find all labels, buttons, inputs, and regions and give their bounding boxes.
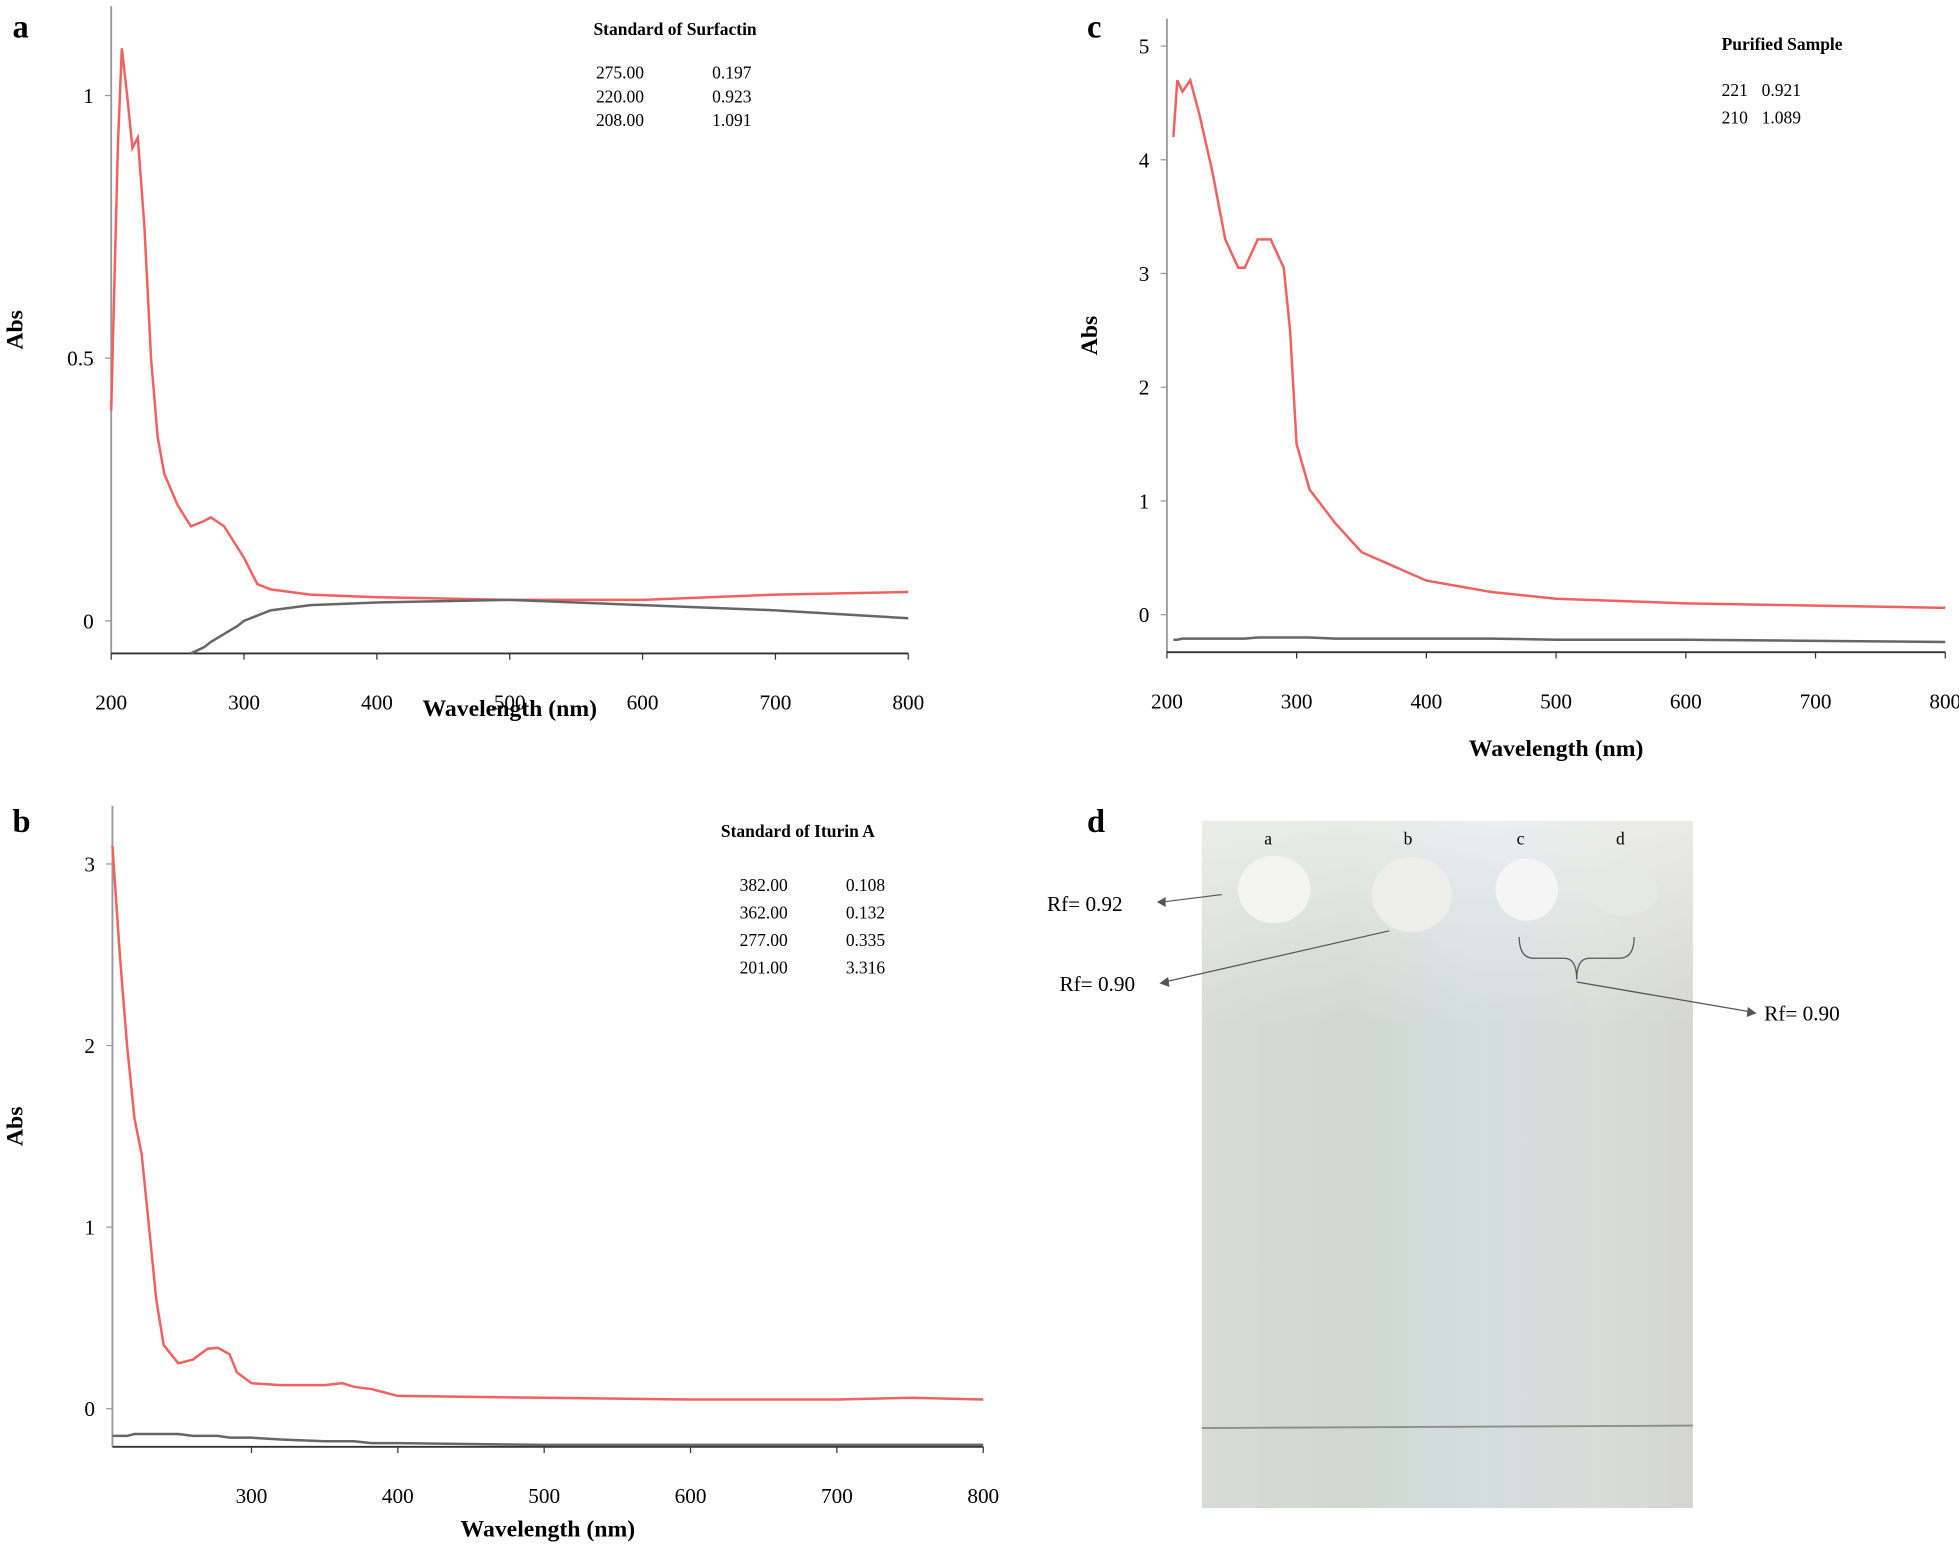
annotation-title: Standard of Surfactin xyxy=(593,19,756,39)
rf-label: Rf= 0.90 xyxy=(1059,972,1135,996)
y-tick-label: 4 xyxy=(1139,148,1150,172)
rf-label: Rf= 0.90 xyxy=(1764,1002,1840,1026)
x-tick-label: 700 xyxy=(821,1484,853,1508)
y-axis-label: Abs xyxy=(2,310,28,350)
data-line xyxy=(112,1432,984,1447)
annotation-cell: 220.00 xyxy=(596,86,644,106)
annotation-cell: 0.197 xyxy=(712,63,752,83)
y-axis-label: Abs xyxy=(2,1107,28,1147)
y-tick-label: 0 xyxy=(1139,603,1150,627)
y-tick-label: 3 xyxy=(1139,262,1150,286)
x-tick-label: 200 xyxy=(95,691,127,715)
x-tick-label: 400 xyxy=(1410,689,1442,713)
tlc-photo: d a b c d Rf= 0.92 Rf= 0.90 Rf= 0.90 xyxy=(1047,804,1840,1509)
x-tick-label: 600 xyxy=(675,1484,707,1508)
x-tick-label: 700 xyxy=(760,691,792,715)
annotation-cell: 382.00 xyxy=(740,875,788,895)
annotation-cell: 3.316 xyxy=(846,957,886,977)
x-tick-label: 500 xyxy=(494,691,526,715)
arrowhead xyxy=(1156,897,1166,908)
annotation-cell: 221 xyxy=(1722,80,1748,100)
data-line xyxy=(109,48,909,602)
y-tick-label: 1 xyxy=(84,1216,95,1240)
chart: c 0 1 2 3 4 5 200 300 400 500 600 700 800 Wavelength (… xyxy=(1077,10,1959,762)
x-tick-label: 600 xyxy=(1670,689,1702,713)
spot xyxy=(1371,857,1452,933)
y-tick-label: 3 xyxy=(84,852,95,876)
plate-shade xyxy=(1201,820,1693,1509)
x-tick-label: 800 xyxy=(967,1484,999,1508)
panel-label: d xyxy=(1087,804,1105,840)
y-tick-label: 1 xyxy=(1139,489,1150,513)
y-tick-label: 2 xyxy=(1139,376,1150,400)
x-tick-label: 400 xyxy=(382,1484,414,1508)
y-tick-label: 0 xyxy=(84,1397,95,1421)
lane-label: a xyxy=(1264,829,1272,849)
y-tick-label: 0.5 xyxy=(67,347,94,371)
x-axis-label: Wavelength (nm) xyxy=(1469,736,1644,762)
x-tick-label: 300 xyxy=(1281,689,1313,713)
annotation-cell: 210 xyxy=(1722,108,1748,128)
x-tick-label: 300 xyxy=(236,1484,268,1508)
lane-label: d xyxy=(1616,829,1625,849)
annotation-cell: 201.00 xyxy=(740,957,788,977)
annotation-cell: 208.00 xyxy=(596,110,644,130)
arrow xyxy=(1161,893,1222,903)
annotation-cell: 0.335 xyxy=(846,930,886,950)
lane-label: c xyxy=(1517,829,1525,849)
x-axis-label: Wavelength (nm) xyxy=(461,1517,636,1543)
arrow xyxy=(1164,930,1390,983)
x-tick-label: 600 xyxy=(627,691,659,715)
x-tick-label: 300 xyxy=(228,691,260,715)
annotation-cell: 0.132 xyxy=(846,902,885,922)
y-axis-label: Abs xyxy=(1077,316,1103,356)
panel-label: c xyxy=(1087,10,1101,46)
chart: b 0 1 2 3 300 400 500 600 700 800 Wavelength (nm) Ab… xyxy=(2,804,999,1543)
spot xyxy=(1495,858,1558,921)
x-tick-label: 800 xyxy=(1929,689,1959,713)
x-tick-label: 700 xyxy=(1800,689,1832,713)
y-tick-label: 5 xyxy=(1139,35,1150,59)
annotation-cell: 275.00 xyxy=(596,63,644,83)
arrow xyxy=(1576,981,1752,1013)
x-tick-label: 500 xyxy=(528,1484,560,1508)
annotation-title: Purified Sample xyxy=(1722,34,1843,54)
x-tick-label: 800 xyxy=(892,691,924,715)
annotation-title: Standard of Iturin A xyxy=(721,821,875,841)
data-line xyxy=(111,845,984,1401)
x-tick-label: 400 xyxy=(361,691,393,715)
annotation-cell: 0.921 xyxy=(1762,80,1801,100)
arrowhead xyxy=(1159,977,1170,988)
panel-label: b xyxy=(12,804,30,840)
annotation-cell: 277.00 xyxy=(740,930,788,950)
data-line xyxy=(1173,636,1946,644)
brace xyxy=(1518,937,1635,980)
data-line xyxy=(190,598,909,655)
x-axis-label: Wavelength (nm) xyxy=(422,696,597,722)
x-tick-label: 500 xyxy=(1540,689,1572,713)
annotation-cell: 1.089 xyxy=(1762,108,1802,128)
data-line xyxy=(1172,77,1946,610)
annotation-cell: 362.00 xyxy=(740,902,788,922)
y-tick-label: 1 xyxy=(83,84,94,108)
y-tick-label: 2 xyxy=(84,1034,95,1058)
chart: a 0 0.5 1 200 300 400 500 600 700 800 Wavelength (n… xyxy=(2,6,924,722)
arrowhead xyxy=(1746,1007,1757,1018)
x-tick-label: 200 xyxy=(1151,689,1183,713)
y-tick-label: 0 xyxy=(83,609,94,633)
origin-line xyxy=(1201,1424,1693,1429)
panel-label: a xyxy=(12,10,28,46)
annotation-cell: 0.923 xyxy=(712,86,752,106)
annotation-cell: 0.108 xyxy=(846,875,886,895)
spot xyxy=(1589,865,1660,916)
rf-label: Rf= 0.92 xyxy=(1047,892,1123,916)
lane-label: b xyxy=(1404,829,1413,849)
annotation-cell: 1.091 xyxy=(712,110,751,130)
spot xyxy=(1238,855,1311,924)
